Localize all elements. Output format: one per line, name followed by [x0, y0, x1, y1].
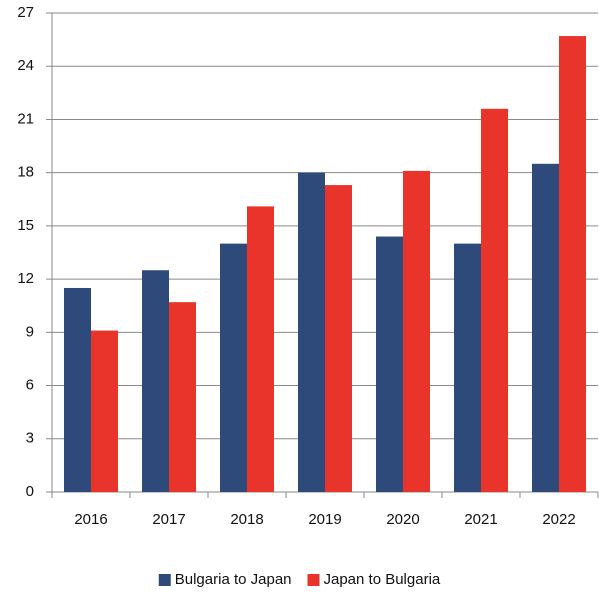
legend-swatch: [158, 574, 171, 586]
bar: [169, 302, 196, 492]
y-tick-label: 6: [26, 377, 34, 394]
legend-label: Bulgaria to Japan: [175, 571, 292, 588]
bar: [454, 243, 481, 492]
bar: [64, 287, 91, 492]
bar: [376, 236, 403, 492]
x-tick-label: 2021: [464, 511, 497, 528]
y-tick-label: 15: [17, 217, 34, 234]
x-tick-label: 2017: [152, 511, 185, 528]
x-tick-label: 2022: [542, 511, 575, 528]
bar: [142, 270, 169, 492]
legend: Bulgaria to Japan Japan to Bulgaria: [158, 571, 441, 588]
bar: [298, 172, 325, 492]
y-tick-label: 27: [17, 4, 34, 21]
bar: [91, 330, 118, 492]
x-tick-label: 2016: [74, 511, 107, 528]
y-tick-label: 0: [26, 483, 34, 500]
bar: [559, 36, 586, 493]
bar: [247, 206, 274, 492]
y-tick-label: 18: [17, 164, 34, 181]
y-tick-label: 3: [26, 430, 34, 447]
x-tick-label: 2020: [386, 511, 419, 528]
bar: [481, 108, 508, 493]
y-tick-label: 21: [17, 110, 34, 127]
y-tick-label: 9: [26, 323, 34, 340]
bar: [220, 243, 247, 492]
bar: [403, 170, 430, 493]
y-tick-label: 24: [17, 57, 34, 74]
legend-label: Japan to Bulgaria: [324, 571, 441, 588]
bar: [532, 163, 559, 492]
legend-swatch: [307, 574, 320, 586]
x-tick-label: 2019: [308, 511, 341, 528]
x-tick-label: 2018: [230, 511, 263, 528]
bar: [325, 185, 352, 492]
y-tick-label: 12: [17, 270, 34, 287]
